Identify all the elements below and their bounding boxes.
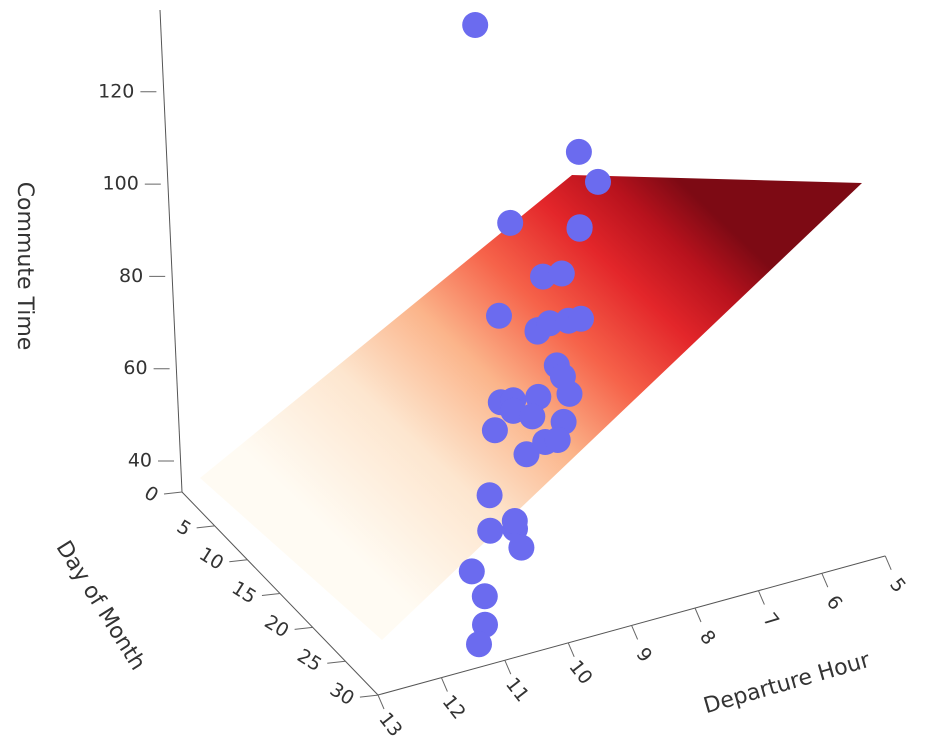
data-point	[566, 215, 593, 242]
x-tick-mark	[504, 660, 512, 675]
data-point	[519, 403, 546, 430]
data-points	[458, 12, 611, 658]
data-point	[585, 168, 611, 195]
data-point	[501, 508, 528, 534]
x-tick-mark	[377, 694, 385, 710]
data-point	[472, 611, 498, 638]
z-tick-label: 60	[123, 357, 147, 379]
data-point	[458, 558, 485, 585]
y-axis-line	[181, 491, 379, 696]
x-tick-mark	[440, 677, 448, 692]
x-tick-mark	[567, 642, 575, 657]
x-axis-title: Departure Hour	[701, 648, 874, 720]
y-axis-title: Day of Month	[51, 537, 150, 675]
z-tick-label: 100	[103, 173, 139, 195]
x-tick-label: 11	[501, 674, 533, 707]
data-point	[476, 482, 503, 509]
data-point	[544, 427, 571, 453]
x-tick-label: 7	[758, 609, 783, 632]
x-tick-label: 6	[822, 591, 847, 614]
y-tick-mark	[163, 491, 183, 495]
y-tick-label: 5	[173, 516, 195, 541]
y-tick-label: 10	[195, 543, 227, 574]
data-point	[525, 383, 552, 410]
x-tick-mark	[694, 607, 702, 623]
z-axis-line	[159, 9, 183, 493]
data-point	[481, 417, 508, 444]
y-tick-label: 0	[140, 482, 162, 507]
x-tick-label: 8	[695, 626, 720, 649]
y-tick-mark	[261, 593, 281, 597]
x-tick-label: 12	[438, 691, 470, 724]
data-point	[497, 209, 524, 236]
z-tick-label: 120	[98, 80, 134, 102]
data-point	[556, 380, 583, 407]
x-tick-mark	[631, 625, 639, 640]
data-point	[565, 138, 592, 165]
x-tick-mark	[757, 590, 765, 605]
y-tick-mark	[229, 559, 248, 563]
y-tick-label: 25	[293, 645, 325, 676]
y-tick-label: 20	[261, 611, 293, 642]
z-axis-title: Commute Time	[12, 182, 37, 351]
data-point	[513, 441, 540, 468]
x-tick-label: 13	[374, 708, 406, 741]
z-tick-label: 40	[128, 450, 152, 472]
data-point	[568, 305, 594, 332]
y-tick-label: 30	[326, 679, 358, 710]
data-point	[508, 534, 535, 561]
y-tick-mark	[327, 660, 346, 664]
data-point	[462, 12, 489, 38]
data-point	[471, 583, 498, 610]
data-point	[548, 260, 575, 287]
y-tick-label: 15	[228, 577, 260, 608]
y-tick-mark	[196, 525, 215, 529]
data-point	[486, 302, 512, 329]
data-point	[477, 517, 504, 544]
y-tick-mark	[294, 626, 313, 630]
x-tick-label: 9	[632, 644, 657, 667]
x-tick-label: 5	[885, 574, 910, 597]
x-tick-label: 10	[564, 656, 596, 689]
data-point	[466, 631, 492, 658]
z-tick-label: 80	[119, 265, 143, 287]
x-tick-mark	[821, 573, 829, 588]
z-axis-ticks: 40 60 80 100 120	[98, 80, 174, 472]
y-tick-mark	[359, 694, 378, 698]
x-tick-mark	[884, 555, 892, 570]
x-axis-ticks: 5 6 7 8 9 10 11 12 13	[374, 555, 910, 741]
